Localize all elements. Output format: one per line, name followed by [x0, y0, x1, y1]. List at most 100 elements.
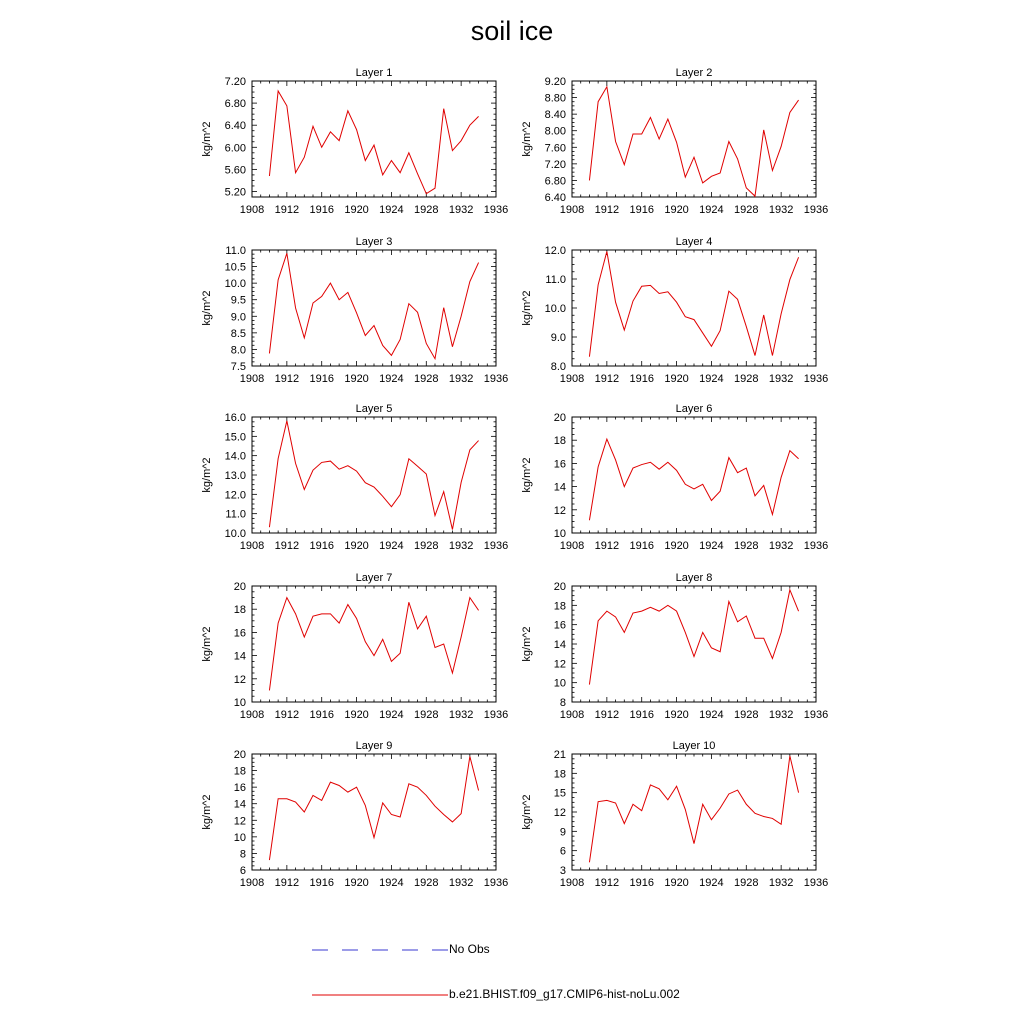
panel-8-xtick-label: 1924	[699, 709, 723, 721]
panel-5-xtick-label: 1920	[344, 540, 368, 552]
panel-3-ytick-label: 9.5	[231, 295, 246, 307]
panel-4-xtick-label: 1916	[629, 373, 653, 385]
panel-4-ytick-label: 9.0	[551, 332, 566, 344]
panel-8-ylabel: kg/m^2	[521, 626, 533, 661]
panel-5-xtick-label: 1936	[484, 540, 508, 552]
panel-8-ytick-label: 16	[554, 620, 566, 632]
panel-7-xtick-label: 1912	[275, 709, 299, 721]
panel-1-xtick-label: 1908	[240, 204, 264, 216]
panel-4-title: Layer 4	[676, 236, 713, 248]
panel-6-title: Layer 6	[676, 403, 713, 415]
panel-5-xtick-label: 1928	[414, 540, 438, 552]
panel-2-xtick-label: 1920	[664, 204, 688, 216]
panel-8-ytick-label: 20	[554, 581, 566, 593]
panel-1-ytick-label: 6.00	[225, 142, 246, 154]
panel-1-ylabel: kg/m^2	[201, 121, 213, 156]
panel-10-xtick-label: 1920	[664, 877, 688, 889]
panel-2-ytick-label: 6.40	[545, 192, 566, 204]
panel-10-xtick-label: 1908	[560, 877, 584, 889]
panel-3-ytick-label: 7.5	[231, 361, 246, 373]
panel-3-xtick-label: 1936	[484, 373, 508, 385]
panel-9-series-line	[268, 756, 480, 861]
panel-6-ytick-label: 18	[554, 435, 566, 447]
panel-1-ytick-label: 5.60	[225, 164, 246, 176]
panel-10-ytick-label: 12	[554, 807, 566, 819]
panel-7-xtick-label: 1936	[484, 709, 508, 721]
panel-8-xtick-label: 1912	[595, 709, 619, 721]
panel-10-ytick-label: 9	[560, 826, 566, 838]
panel-4-ytick-label: 8.0	[551, 361, 566, 373]
panel-7-xtick-label: 1924	[379, 709, 403, 721]
panel-8-ytick-label: 18	[554, 600, 566, 612]
panel-3-ytick-label: 9.0	[231, 311, 246, 323]
panel-2-title: Layer 2	[676, 67, 713, 79]
panel-2-ytick-label: 6.80	[545, 175, 566, 187]
panel-9-ylabel: kg/m^2	[201, 794, 213, 829]
panel-2-ylabel: kg/m^2	[521, 121, 533, 156]
panel-2-xtick-label: 1932	[769, 204, 793, 216]
panel-4-xtick-label: 1932	[769, 373, 793, 385]
panel-7-ytick-label: 14	[234, 651, 246, 663]
panel-9-ytick-label: 14	[234, 799, 246, 811]
panel-10-xtick-label: 1936	[804, 877, 828, 889]
panel-1-xtick-label: 1920	[344, 204, 368, 216]
panel-10-ytick-label: 18	[554, 768, 566, 780]
panel-10-ytick-label: 3	[560, 865, 566, 877]
panel-3-xtick-label: 1908	[240, 373, 264, 385]
panel-9-title: Layer 9	[356, 740, 393, 752]
panel-3-ytick-label: 11.0	[225, 245, 246, 257]
panel-1-xtick-label: 1912	[275, 204, 299, 216]
panel-4-xtick-label: 1908	[560, 373, 584, 385]
panel-10-xtick-label: 1928	[734, 877, 758, 889]
panel-3-xtick-label: 1920	[344, 373, 368, 385]
panel-4-ylabel: kg/m^2	[521, 290, 533, 325]
panel-6-ytick-label: 20	[554, 412, 566, 424]
panel-9-xtick-label: 1936	[484, 877, 508, 889]
panel-6-ytick-label: 10	[554, 528, 566, 540]
panel-10-ytick-label: 6	[560, 846, 566, 858]
panel-2-xtick-label: 1908	[560, 204, 584, 216]
panel-5-ytick-label: 13.0	[225, 470, 246, 482]
panel-9-xtick-label: 1920	[344, 877, 368, 889]
panel-5-xtick-label: 1912	[275, 540, 299, 552]
panel-5-ytick-label: 11.0	[225, 509, 246, 521]
panel-2-ytick-label: 8.80	[545, 93, 566, 105]
panel-7-series-line	[268, 596, 479, 691]
panel-8-xtick-label: 1936	[804, 709, 828, 721]
panel-9-ytick-label: 8	[240, 848, 246, 860]
panel-1-title: Layer 1	[356, 67, 393, 79]
panel-3-xtick-label: 1932	[449, 373, 473, 385]
panel-7-xtick-label: 1916	[309, 709, 333, 721]
panel-6-xtick-label: 1928	[734, 540, 758, 552]
panel-3-ytick-label: 8.0	[231, 344, 246, 356]
panel-5-title: Layer 5	[356, 403, 393, 415]
panel-3-xtick-label: 1928	[414, 373, 438, 385]
panel-1-xtick-label: 1924	[379, 204, 403, 216]
legend-model-label: b.e21.BHIST.f09_g17.CMIP6-hist-noLu.002	[449, 987, 680, 1001]
panel-6-series-line	[588, 437, 799, 521]
panel-9-xtick-label: 1932	[449, 877, 473, 889]
panel-3-xtick-label: 1924	[379, 373, 403, 385]
panel-2-xtick-label: 1916	[629, 204, 653, 216]
panel-8-ytick-label: 8	[560, 697, 566, 709]
panel-1-xtick-label: 1928	[414, 204, 438, 216]
panel-5-ytick-label: 16.0	[225, 412, 246, 424]
panel-4-series-line	[588, 251, 800, 357]
panel-7-ytick-label: 10	[234, 697, 246, 709]
panel-7-ytick-label: 16	[234, 627, 246, 639]
panel-8-xtick-label: 1928	[734, 709, 758, 721]
panel-6-xtick-label: 1932	[769, 540, 793, 552]
panel-4-xtick-label: 1912	[595, 373, 619, 385]
panel-2-xtick-label: 1912	[595, 204, 619, 216]
panel-6-ytick-label: 14	[554, 482, 566, 494]
panel-6-xtick-label: 1916	[629, 540, 653, 552]
panel-8-xtick-label: 1920	[664, 709, 688, 721]
panel-3-xtick-label: 1912	[275, 373, 299, 385]
panel-8-ytick-label: 10	[554, 678, 566, 690]
panel-8-series-line	[588, 588, 800, 685]
panel-5-ytick-label: 14.0	[225, 451, 246, 463]
main-title: soil ice	[470, 16, 554, 46]
panel-4-xtick-label: 1928	[734, 373, 758, 385]
panel-4-xtick-label: 1924	[699, 373, 723, 385]
